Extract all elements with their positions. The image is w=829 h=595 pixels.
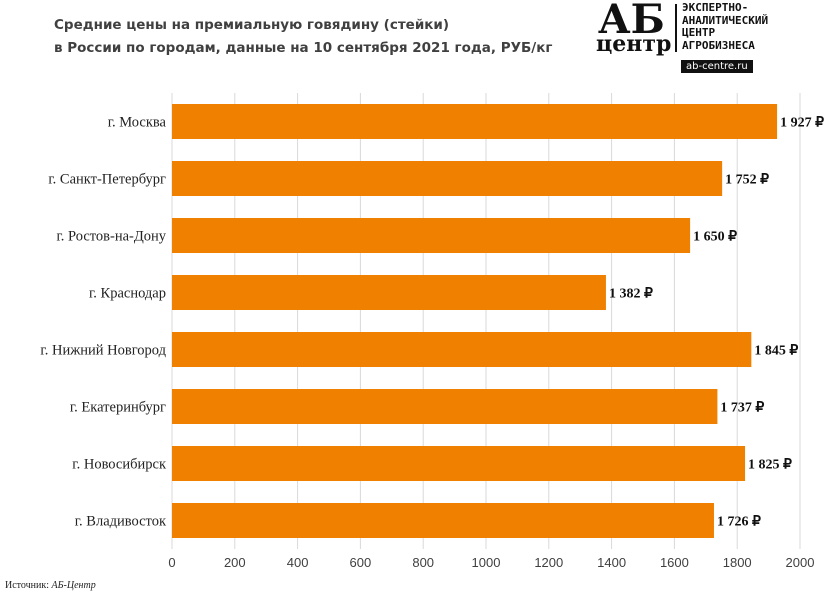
x-tick-label: 600 (350, 555, 372, 570)
logo-tagline: ЭКСПЕРТНО- АНАЛИТИЧЕСКИЙ ЦЕНТР АГРОБИЗНЕ… (682, 1, 769, 52)
logo-site: ab-centre.ru (681, 60, 753, 73)
title-line-2: в России по городам, данные на 10 сентяб… (54, 40, 553, 56)
bar (172, 332, 752, 367)
data-label: 1 752 ₽ (725, 173, 769, 188)
logo-center-text: центр (596, 31, 672, 57)
chart-title: Средние цены на премиальную говядину (ст… (54, 14, 574, 60)
category-labels: г. Москва г. Санкт-Петербург г. Ростов-на-… (40, 115, 167, 530)
bars (172, 104, 778, 538)
data-label: 1 737 ₽ (720, 401, 764, 416)
category-label: г. Краснодар (89, 286, 166, 302)
x-tick-label: 1600 (660, 555, 689, 570)
data-label: 1 382 ₽ (609, 287, 653, 302)
category-label: г. Владивосток (75, 514, 167, 530)
category-label: г. Новосибирск (72, 457, 167, 473)
bar-chart: г. Москва г. Санкт-Петербург г. Ростов-на-… (40, 93, 824, 570)
bar (172, 446, 746, 481)
x-tick-label: 200 (224, 555, 246, 570)
source-note: Источник: АБ-Центр (5, 580, 96, 591)
bar (172, 503, 714, 538)
data-label: 1 927 ₽ (780, 116, 824, 131)
x-tick-label: 1800 (723, 555, 752, 570)
logo-ab-text: АБ (598, 0, 665, 43)
data-label: 1 650 ₽ (693, 230, 737, 245)
x-tick-labels: 0 200 400 600 800 1000 1200 1400 1600 1800 2000 (168, 555, 814, 570)
x-tick-label: 1400 (597, 555, 626, 570)
category-label: г. Москва (108, 115, 167, 131)
bar (172, 218, 691, 253)
x-tick-label: 0 (168, 555, 175, 570)
x-tick-label: 400 (287, 555, 309, 570)
title-line-1: Средние цены на премиальную говядину (ст… (54, 17, 450, 33)
bar (172, 275, 606, 310)
bar (172, 104, 778, 139)
bar (172, 389, 718, 424)
logo-divider (675, 4, 677, 52)
category-label: г. Нижний Новгород (40, 343, 166, 359)
category-label: г. Санкт-Петербург (48, 172, 166, 188)
data-label: 1 845 ₽ (754, 344, 798, 359)
x-tick-label: 1200 (534, 555, 563, 570)
ab-centre-logo: АБ центр ЭКСПЕРТНО- АНАЛИТИЧЕСКИЙ ЦЕНТР … (588, 0, 806, 76)
data-label: 1 825 ₽ (748, 458, 792, 473)
x-tick-label: 1000 (472, 555, 501, 570)
value-labels: 1 927 ₽ 1 752 ₽ 1 650 ₽ 1 382 ₽ 1 845 ₽ 1 737… (609, 116, 824, 530)
x-tick-label: 800 (412, 555, 434, 570)
category-label: г. Ростов-на-Дону (56, 229, 166, 245)
data-label: 1 726 ₽ (717, 515, 761, 530)
source-value: АБ-Центр (51, 580, 96, 591)
bar (172, 161, 723, 196)
source-label: Источник: (5, 580, 50, 591)
x-tick-label: 2000 (786, 555, 815, 570)
category-label: г. Екатеринбург (70, 400, 166, 416)
